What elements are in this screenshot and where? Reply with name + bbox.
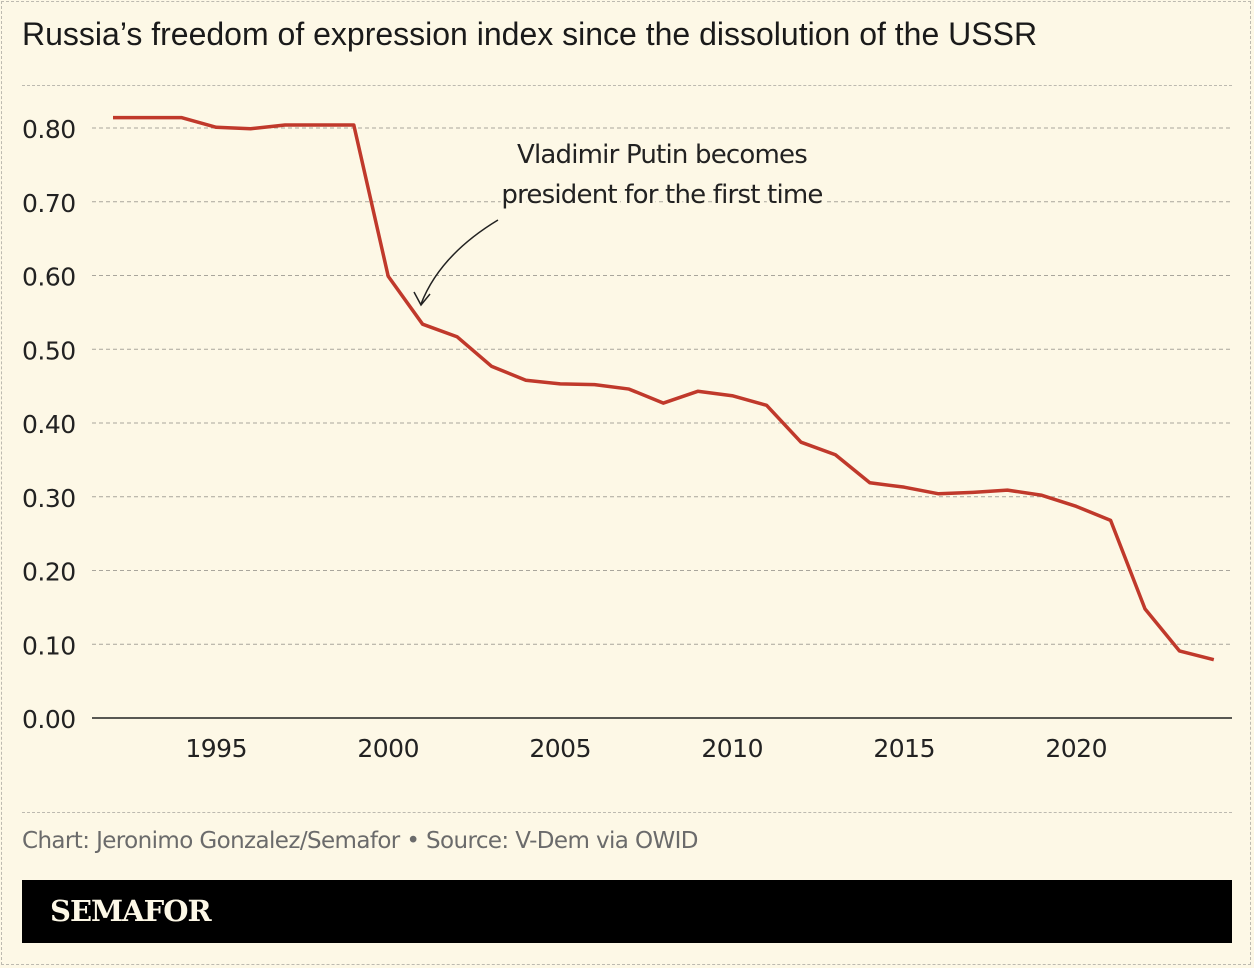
x-tick-label: 2015 xyxy=(873,734,935,763)
chart-title: Russia’s freedom of expression index sin… xyxy=(22,16,1038,52)
x-tick-label: 2000 xyxy=(357,734,419,763)
annotation-arrow xyxy=(420,219,499,305)
source-credit: Chart: Jeronimo Gonzalez/Semafor • Sourc… xyxy=(22,828,699,854)
x-tick-label: 2020 xyxy=(1045,734,1107,763)
y-tick-label: 0.70 xyxy=(22,189,76,218)
bottom-divider xyxy=(22,812,1232,813)
arrowhead-icon xyxy=(413,291,431,307)
y-tick-label: 0.80 xyxy=(22,115,76,144)
x-tick-label: 1995 xyxy=(185,734,247,763)
brand-banner: SEMAFOR xyxy=(22,880,1232,943)
y-tick-label: 0.50 xyxy=(22,336,76,365)
semafor-logo: SEMAFOR xyxy=(50,894,212,928)
y-tick-label: 0.20 xyxy=(22,558,76,587)
annotation-line-2: president for the first time xyxy=(501,180,822,210)
y-tick-label: 0.00 xyxy=(22,705,76,734)
line-chart: 0.00 0.10 0.20 0.30 0.40 0.50 0.60 0.70 0.80 1995… xyxy=(22,115,1232,763)
x-tick-label: 2010 xyxy=(701,734,763,763)
y-tick-label: 0.30 xyxy=(22,484,76,513)
top-divider xyxy=(22,85,1232,86)
annotation-line-1: Vladimir Putin becomes xyxy=(517,140,807,170)
y-tick-label: 0.60 xyxy=(22,263,76,292)
y-tick-label: 0.40 xyxy=(22,410,76,439)
y-tick-label: 0.10 xyxy=(22,631,76,660)
x-tick-label: 2005 xyxy=(529,734,591,763)
